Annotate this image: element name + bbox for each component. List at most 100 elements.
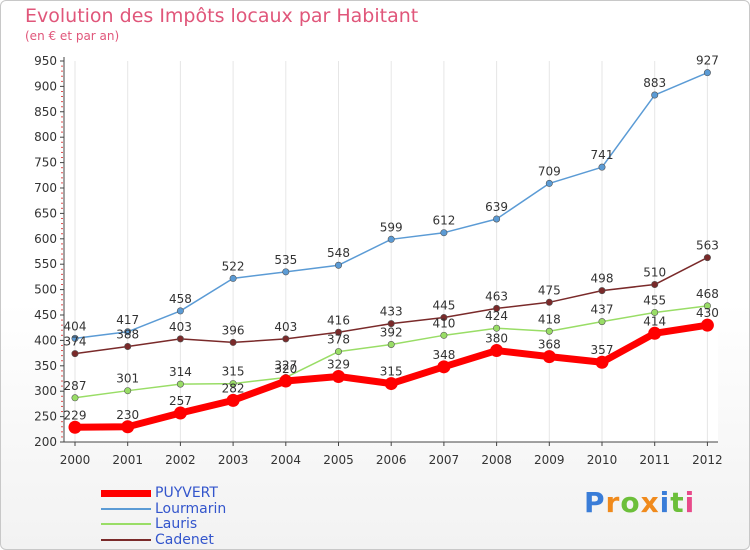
data-point-puyvert <box>437 360 451 374</box>
data-point-puyvert <box>595 355 609 369</box>
logo-letter: i <box>684 486 696 519</box>
data-label-puyvert: 430 <box>696 306 719 320</box>
data-label-puyvert: 414 <box>643 314 666 328</box>
x-tick-label: 2010 <box>587 453 618 467</box>
logo-letter: P <box>584 486 606 519</box>
data-label-cadenet: 433 <box>380 305 403 319</box>
data-label-lourmarin: 548 <box>327 246 350 260</box>
y-tick-label: 900 <box>34 79 57 93</box>
logo-letter: t <box>670 486 685 519</box>
data-point-cadenet <box>282 335 290 343</box>
legend-swatch-lourmarin <box>101 507 151 510</box>
x-tick-label: 2006 <box>376 453 407 467</box>
chart-title: Evolution des Impôts locaux par Habitant <box>25 5 419 27</box>
data-label-lauris: 327 <box>274 358 297 372</box>
data-label-lourmarin: 458 <box>169 292 192 306</box>
data-label-cadenet: 510 <box>643 266 666 280</box>
legend-label-puyvert: PUYVERT <box>155 485 218 501</box>
y-tick-label: 950 <box>34 54 57 68</box>
data-label-puyvert: 348 <box>432 348 455 362</box>
logo-letter: x <box>640 486 660 519</box>
data-point-cadenet <box>71 350 79 358</box>
x-tick-label: 2011 <box>639 453 670 467</box>
x-tick-label: 2007 <box>429 453 460 467</box>
data-label-puyvert: 320 <box>274 362 297 376</box>
x-tick-label: 2008 <box>481 453 512 467</box>
proxiti-logo: Proxiti <box>584 486 695 519</box>
data-point-puyvert <box>68 420 82 434</box>
data-label-lourmarin: 639 <box>485 200 508 214</box>
logo-letter: o <box>620 486 641 519</box>
data-point-puyvert <box>332 369 345 383</box>
data-point-puyvert <box>279 374 293 388</box>
data-point-lourmarin <box>229 274 237 282</box>
y-tick-label: 750 <box>34 156 57 170</box>
y-tick-label: 850 <box>34 105 57 119</box>
data-label-puyvert: 380 <box>485 332 508 346</box>
x-tick-label: 2009 <box>534 453 565 467</box>
data-label-lauris: 437 <box>591 303 614 317</box>
data-label-cadenet: 475 <box>538 283 561 297</box>
data-point-puyvert <box>542 350 556 364</box>
data-label-cadenet: 403 <box>274 320 297 334</box>
legend-swatch-cadenet <box>101 538 151 541</box>
x-tick-label: 2012 <box>692 453 723 467</box>
data-label-cadenet: 498 <box>591 272 614 286</box>
y-tick-label: 650 <box>34 206 57 220</box>
data-point-lauris <box>176 380 184 388</box>
data-label-lourmarin: 404 <box>64 319 87 333</box>
data-point-cadenet <box>440 314 448 322</box>
data-point-lauris <box>493 324 501 332</box>
data-point-puyvert <box>490 344 504 358</box>
data-label-lourmarin: 535 <box>274 253 297 267</box>
data-point-lourmarin <box>493 215 501 223</box>
data-label-puyvert: 315 <box>380 365 403 379</box>
data-label-lourmarin: 612 <box>432 214 455 228</box>
data-label-lauris: 287 <box>64 379 87 393</box>
data-label-puyvert: 230 <box>116 408 139 422</box>
y-tick-label: 200 <box>34 435 57 449</box>
legend-label-lauris: Lauris <box>155 516 198 532</box>
data-point-cadenet <box>124 342 132 350</box>
data-point-lauris <box>703 302 711 310</box>
y-tick-label: 400 <box>34 333 57 347</box>
data-point-cadenet <box>387 320 395 328</box>
x-tick-label: 2001 <box>112 453 143 467</box>
data-label-lauris: 410 <box>432 316 455 330</box>
legend-swatch-puyvert <box>101 489 151 497</box>
data-point-lourmarin <box>387 235 395 243</box>
data-point-puyvert <box>648 326 662 340</box>
data-label-lauris: 455 <box>643 293 666 307</box>
data-point-lourmarin <box>282 268 290 276</box>
y-tick-label: 800 <box>34 130 57 144</box>
y-tick-label: 350 <box>34 359 57 373</box>
data-point-lauris <box>440 331 448 339</box>
data-point-lourmarin <box>598 163 606 171</box>
y-tick-label: 600 <box>34 232 57 246</box>
data-point-lourmarin <box>703 69 711 77</box>
x-tick-label: 2002 <box>165 453 196 467</box>
data-point-lauris <box>71 394 79 402</box>
data-label-lauris: 392 <box>380 325 403 339</box>
data-label-cadenet: 463 <box>485 289 508 303</box>
data-point-puyvert <box>700 318 714 332</box>
y-tick-label: 700 <box>34 181 57 195</box>
data-label-puyvert: 329 <box>327 357 350 371</box>
data-label-lourmarin: 883 <box>643 76 666 90</box>
data-label-cadenet: 374 <box>64 335 87 349</box>
y-tick-label: 450 <box>34 308 57 322</box>
data-label-puyvert: 357 <box>591 343 614 357</box>
data-point-lauris <box>387 340 395 348</box>
data-point-cadenet <box>545 298 553 306</box>
data-label-lauris: 468 <box>696 287 719 301</box>
data-point-puyvert <box>384 377 398 391</box>
data-label-cadenet: 563 <box>696 239 719 253</box>
x-tick-label: 2004 <box>271 453 302 467</box>
legend-label-cadenet: Cadenet <box>155 531 214 548</box>
data-label-lourmarin: 417 <box>116 313 139 327</box>
data-label-cadenet: 388 <box>116 327 139 341</box>
logo-letter: i <box>659 486 671 519</box>
data-point-lourmarin <box>176 307 184 315</box>
data-label-lourmarin: 522 <box>222 259 245 273</box>
data-label-puyvert: 229 <box>64 408 87 422</box>
